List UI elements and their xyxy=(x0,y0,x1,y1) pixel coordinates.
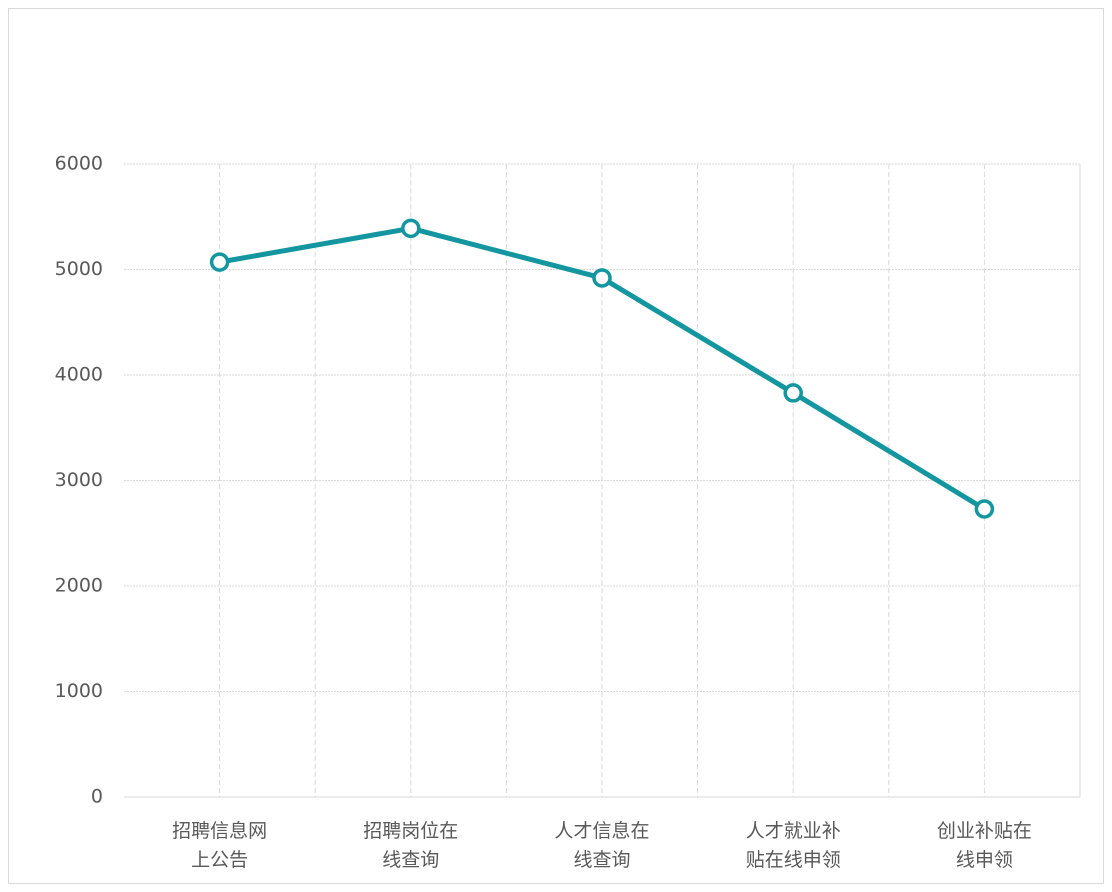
x-tick-label: 创业补贴在线申领 xyxy=(937,820,1032,871)
y-tick-label: 0 xyxy=(91,786,103,808)
y-tick-label: 1000 xyxy=(55,680,103,702)
point xyxy=(974,499,995,519)
x-tick-label: 人才信息在线查询 xyxy=(554,820,649,871)
point xyxy=(783,383,803,403)
point xyxy=(592,268,612,288)
x-tick-label: 招聘岗位在线查询 xyxy=(363,820,458,871)
chart-border xyxy=(8,8,1104,884)
point xyxy=(209,252,230,272)
y-tick-label: 6000 xyxy=(55,153,103,175)
y-tick-label: 4000 xyxy=(55,364,103,386)
point xyxy=(401,218,421,239)
y-tick-label: 2000 xyxy=(55,575,103,597)
x-tick-label: 人才就业补贴在线申领 xyxy=(746,820,841,871)
y-tick-label: 3000 xyxy=(55,469,103,491)
x-tick-label: 招聘信息网上公告 xyxy=(172,820,267,871)
y-tick-label: 5000 xyxy=(55,258,103,280)
